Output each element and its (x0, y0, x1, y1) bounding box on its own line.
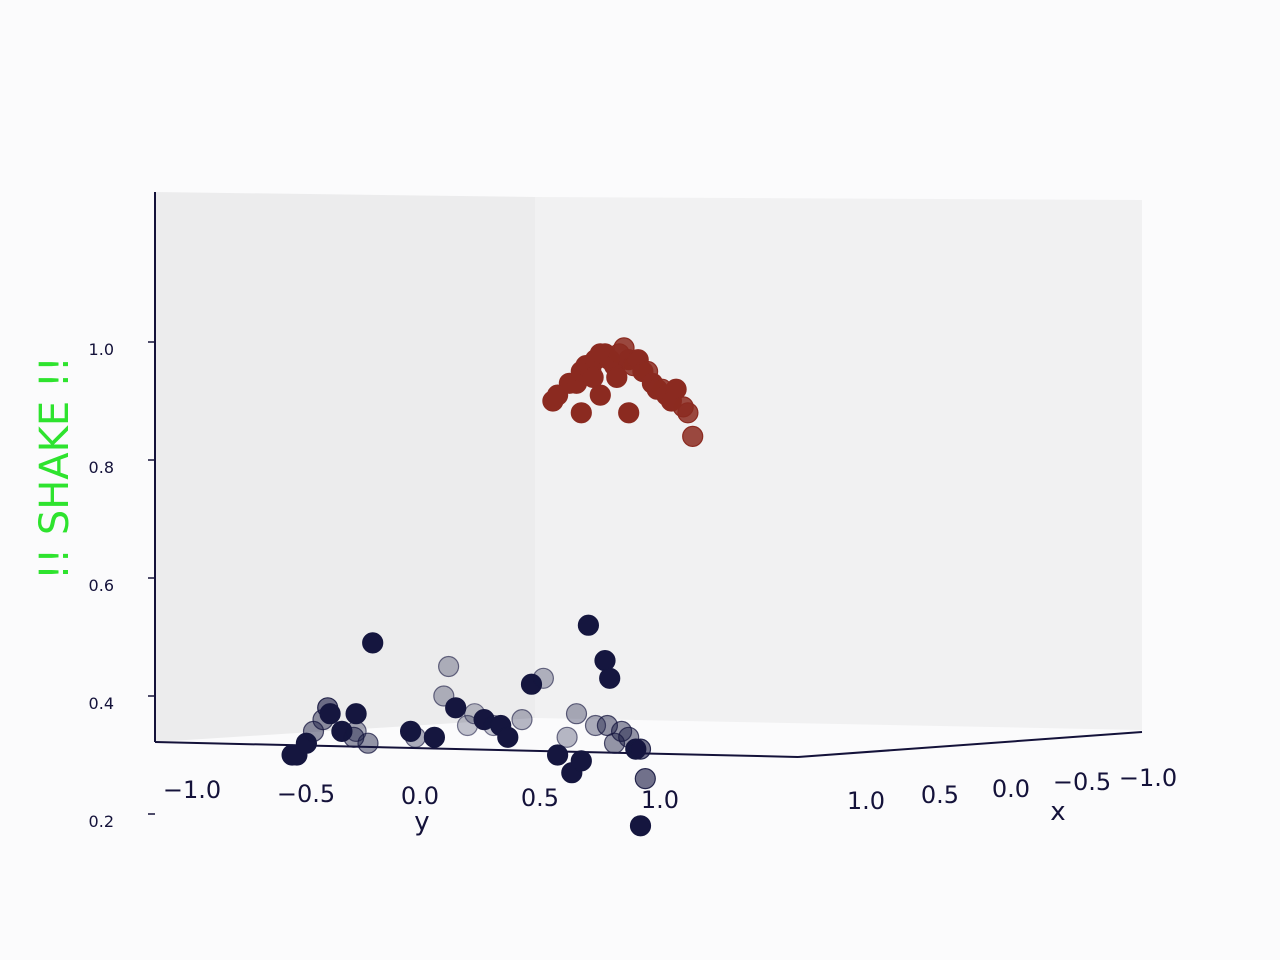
bottom-cluster-point (546, 744, 569, 766)
y-tick-label: −1.0 (163, 776, 221, 804)
z-tick-label: 0.6 (89, 576, 114, 595)
bottom-cluster-point (445, 697, 467, 719)
bottom-cluster-point (629, 738, 652, 760)
bottom-cluster-point (599, 667, 621, 689)
x-tick-label: 0.0 (992, 775, 1030, 803)
bottom-cluster-point (511, 708, 533, 731)
bottom-cluster-point (357, 732, 379, 754)
top-cluster-point (677, 402, 699, 424)
top-cluster-point (618, 402, 640, 424)
z-tick-label: 0.4 (89, 694, 114, 713)
z-tick-label: 1.0 (89, 340, 114, 359)
z-tick-label: 0.2 (89, 812, 114, 831)
y-ticks: −1.0 −0.5 0.0 0.5 1.0 (163, 776, 679, 814)
top-cluster-point (606, 366, 628, 388)
bottom-cluster-point (565, 703, 588, 725)
bottom-cluster-point (295, 732, 317, 754)
y-tick-label: 0.5 (521, 784, 559, 812)
x-axis-label: x (1050, 797, 1065, 827)
y-axis-line (154, 741, 799, 758)
top-cluster-point (570, 402, 592, 424)
bottom-cluster-point (404, 726, 426, 748)
bottom-cluster-point (556, 726, 578, 748)
z-tick-label: 0.8 (89, 458, 114, 477)
bottom-cluster-point (594, 649, 616, 672)
bottom-cluster-point (423, 726, 445, 748)
z-ticks: 0.2 0.4 0.6 0.8 1.0 (89, 340, 155, 831)
bottom-cluster-point (345, 703, 367, 725)
bottom-cluster-point (520, 673, 543, 695)
y-tick-label: 1.0 (641, 786, 679, 814)
top-cluster-point (589, 384, 611, 406)
bottom-cluster-point (319, 703, 341, 725)
bottom-cluster-point (532, 667, 555, 689)
bottom-cluster-point (584, 714, 607, 737)
bottom-cluster-point (362, 632, 384, 654)
bottom-cluster-point (634, 767, 656, 790)
bottom-cluster-point (438, 655, 460, 678)
bottom-cluster-point (629, 815, 652, 837)
back-pane-right (535, 197, 1142, 730)
top-cluster-point (665, 378, 687, 400)
x-tick-label: 1.0 (847, 787, 885, 815)
x-ticks: 1.0 0.5 0.0 −0.5 −1.0 (847, 764, 1177, 815)
x-tick-label: 0.5 (921, 781, 959, 809)
x-axis-line (797, 731, 1143, 758)
bottom-cluster-point (610, 720, 633, 743)
top-cluster-point (582, 366, 604, 388)
bottom-cluster-point (603, 732, 626, 754)
y-tick-label: 0.0 (401, 782, 439, 810)
bottom-cluster-point (577, 614, 600, 636)
bottom-cluster-point (497, 726, 519, 748)
shake-label: !! SHAKE !! (32, 356, 78, 580)
bottom-cluster-point (570, 750, 592, 772)
y-axis-label: y (414, 807, 429, 837)
back-pane-left (155, 192, 535, 742)
data-points (281, 337, 704, 837)
top-cluster-point (682, 425, 704, 447)
x-tick-label: −0.5 (1053, 768, 1111, 796)
y-tick-label: −0.5 (277, 780, 335, 808)
x-tick-label: −1.0 (1119, 764, 1177, 792)
